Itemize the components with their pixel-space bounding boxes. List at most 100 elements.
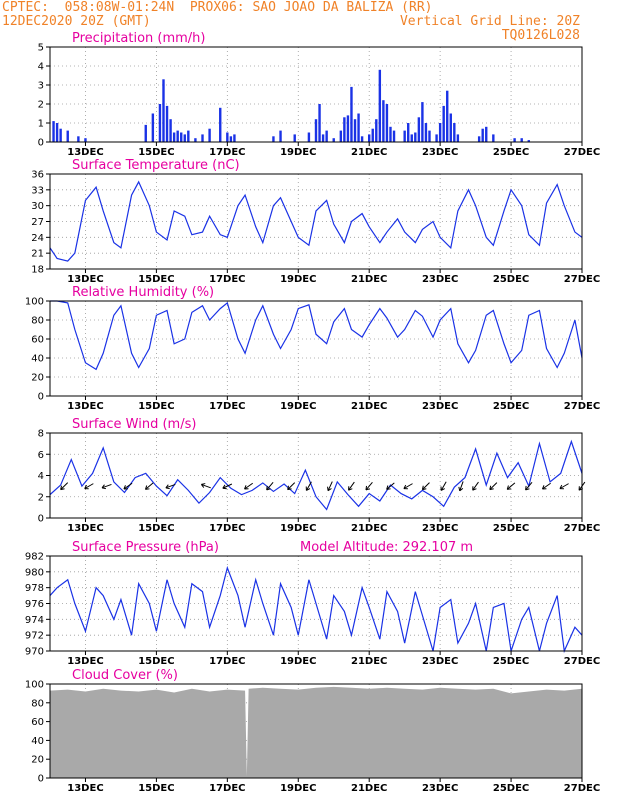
y-tick-label: 60 [31, 717, 44, 728]
precip-bar [421, 102, 424, 142]
wind-arrow-head [458, 486, 464, 492]
x-tick-label: 15DEC [138, 401, 174, 412]
panel-4: 970 972 974 976 978 980 982 13DEC 15DEC 17DEC 19DE… [25, 540, 600, 667]
wind-arrow [506, 482, 516, 490]
wind-arrow [305, 481, 312, 491]
panel-5: 0 20 40 60 80 100 13DEC 15DEC 17DEC 19DEC 21DEC 23D… [25, 668, 600, 794]
y-tick-label: 100 [25, 680, 44, 691]
panel-annotation: Model Altitude: 292.107 m [300, 540, 473, 555]
precip-bar [169, 119, 172, 142]
y-tick-label: 40 [31, 354, 44, 365]
y-tick-label: 972 [25, 631, 44, 642]
x-tick-label: 23DEC [422, 274, 458, 285]
wind-arrow [348, 481, 355, 491]
panel-3: 0 2 4 6 8 13DEC 15DEC 17DEC 19DEC 21DEC 23DEC 25DEC… [38, 417, 601, 534]
x-tick-label: 13DEC [67, 656, 103, 667]
precip-bar [272, 136, 275, 142]
wind-arrow [165, 483, 176, 489]
precip-bar [357, 113, 360, 142]
precip-bar [183, 134, 186, 142]
x-tick-label: 23DEC [422, 783, 458, 794]
precip-bar [392, 130, 396, 142]
precip-bar [477, 136, 481, 142]
precip-bar [442, 105, 445, 142]
wind-arrow-head [60, 485, 65, 491]
x-tick-label: 13DEC [67, 523, 103, 534]
x-tick-label: 27DEC [564, 401, 600, 412]
x-tick-label: 13DEC [67, 274, 103, 285]
wind-arrow-head [305, 486, 311, 491]
x-tick-label: 17DEC [209, 147, 245, 158]
y-tick-label: 40 [31, 736, 44, 747]
precip-bar [343, 117, 346, 142]
x-tick-label: 21DEC [351, 656, 387, 667]
x-tick-label: 17DEC [209, 656, 245, 667]
panel-title: Surface Wind (m/s) [72, 417, 196, 432]
wind-arrow [489, 482, 498, 491]
x-tick-label: 27DEC [564, 147, 600, 158]
series-line [49, 439, 583, 511]
y-tick-label: 60 [31, 335, 44, 346]
y-tick-label: 6 [38, 450, 44, 461]
precip-bar [201, 134, 204, 142]
y-tick-label: 21 [31, 249, 44, 260]
panel-title: Precipitation (mm/h) [72, 31, 205, 46]
precip-bar [194, 138, 197, 142]
x-tick-label: 23DEC [422, 523, 458, 534]
x-tick-label: 13DEC [67, 147, 103, 158]
y-tick-label: 978 [25, 583, 44, 594]
x-tick-label: 17DEC [209, 401, 245, 412]
precip-bar [513, 138, 516, 142]
panel-title: Cloud Cover (%) [72, 668, 178, 683]
x-tick-label: 21DEC [351, 147, 387, 158]
precip-bar [321, 134, 325, 142]
panel-frame [49, 300, 583, 397]
y-tick-label: 30 [31, 201, 44, 212]
x-tick-label: 19DEC [280, 401, 316, 412]
wind-arrow-head [84, 484, 89, 490]
wind-arrow-head [506, 485, 512, 490]
wind-arrow-head [541, 485, 547, 490]
wind-arrow-head [266, 485, 271, 491]
wind-arrow-head [421, 485, 427, 491]
y-tick-label: 80 [31, 698, 44, 709]
wind-arrow-head [287, 485, 292, 491]
precip-bar [527, 140, 530, 142]
precip-bar [144, 124, 147, 142]
wind-arrow-head [489, 485, 494, 491]
precip-bar [446, 90, 449, 142]
precip-bar [226, 132, 229, 142]
wind-arrow [84, 483, 94, 490]
wind-arrow [201, 483, 211, 489]
wind-arrow-head [123, 485, 128, 490]
series-line [49, 565, 583, 654]
precip-bar [360, 136, 364, 142]
y-tick-label: 8 [38, 429, 44, 440]
precip-bar [52, 121, 55, 142]
wind-arrow [266, 481, 274, 491]
precip-bar [172, 132, 176, 142]
precip-bar [371, 128, 374, 142]
panel-frame [49, 555, 583, 652]
x-tick-label: 25DEC [493, 401, 529, 412]
precip-bar [279, 130, 282, 142]
precip-bar [485, 126, 488, 142]
panel-frame [49, 432, 583, 519]
precip-bar [59, 128, 62, 142]
panel-frame [49, 173, 583, 270]
wind-arrow-head [327, 486, 332, 492]
y-tick-label: 2 [38, 492, 44, 503]
precip-bar [368, 134, 371, 142]
precip-bar [233, 134, 236, 142]
header-line2-right: Vertical Grid Line: 20Z [399, 14, 580, 29]
panel-frame [49, 46, 583, 143]
wind-arrow-head [222, 484, 227, 490]
precip-bar [438, 123, 442, 142]
y-tick-label: 24 [31, 233, 44, 244]
precip-bar [385, 104, 389, 142]
wind-arrow-head [472, 486, 477, 491]
precip-bar [66, 130, 69, 142]
y-tick-label: 0 [38, 514, 44, 525]
header-line2-left: 12DEC2020 20Z (GMT) [2, 14, 151, 29]
